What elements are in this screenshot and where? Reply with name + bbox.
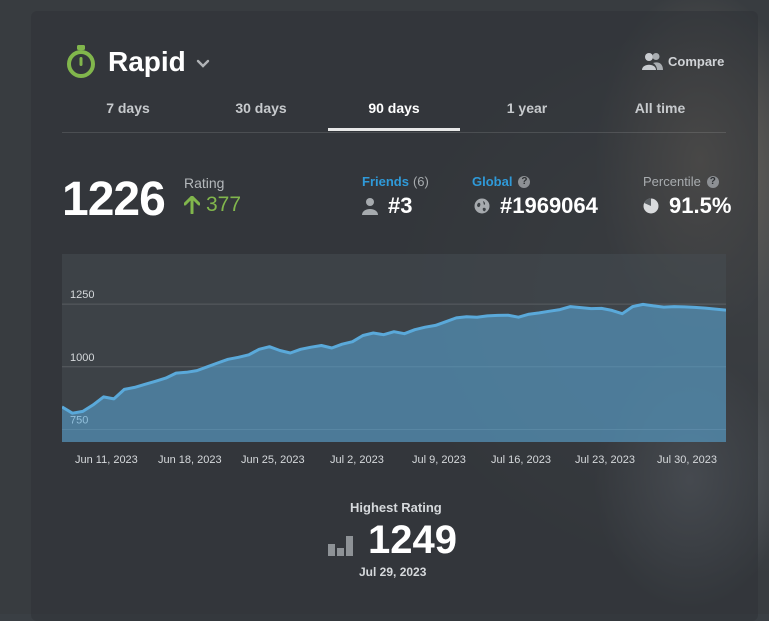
percentile: 91.5% xyxy=(643,193,731,219)
x-tick-label: Jun 25, 2023 xyxy=(241,454,305,466)
highest-rating-value: 1249 xyxy=(368,518,457,562)
rating-change-value: 377 xyxy=(206,193,242,216)
rating-chart-svg: 75010001250 xyxy=(61,254,727,442)
percentile-title: Percentile xyxy=(643,174,701,189)
help-icon[interactable]: ? xyxy=(706,175,719,188)
x-tick-label: Jul 9, 2023 xyxy=(412,454,466,466)
compare-button[interactable]: Compare xyxy=(641,52,724,70)
global-link[interactable]: Global xyxy=(472,174,513,189)
x-tick-label: Jun 11, 2023 xyxy=(75,454,138,466)
friends-count: (6) xyxy=(412,174,429,189)
time-range-tabs: 7 days 30 days 90 days 1 year All time xyxy=(62,90,726,133)
friends-rank-value: #3 xyxy=(388,193,413,218)
y-tick-label: 1000 xyxy=(70,352,94,364)
x-tick-label: Jun 18, 2023 xyxy=(158,454,222,466)
rating-label: Rating xyxy=(184,175,225,191)
highest-rating-label: Highest Rating xyxy=(350,500,442,515)
user-icon xyxy=(362,198,378,215)
current-rating: 1226 xyxy=(62,173,166,226)
friends-rank: #3 xyxy=(362,193,412,219)
highest-rating-date: Jul 29, 2023 xyxy=(359,565,427,579)
arrow-up-icon xyxy=(184,196,200,214)
chevron-down-icon xyxy=(196,59,209,68)
percentile-value: 91.5% xyxy=(669,193,732,218)
x-tick-label: Jul 16, 2023 xyxy=(491,454,551,466)
tab-7-days[interactable]: 7 days xyxy=(106,100,150,116)
game-type-title: Rapid xyxy=(108,46,186,77)
highest-rating: 1249 xyxy=(328,518,457,563)
y-tick-label: 1250 xyxy=(70,289,94,301)
x-tick-label: Jul 30, 2023 xyxy=(657,454,717,466)
rating-area xyxy=(62,304,726,442)
tab-all-time[interactable]: All time xyxy=(634,100,686,116)
x-tick-label: Jul 23, 2023 xyxy=(575,454,635,466)
rating-change: 377 xyxy=(184,193,241,217)
rating-line xyxy=(61,302,727,415)
global-rank-value: #1969064 xyxy=(500,193,598,218)
help-icon[interactable]: ? xyxy=(518,175,531,188)
users-icon xyxy=(642,53,663,70)
pie-icon xyxy=(643,198,659,214)
game-type-selector[interactable]: Rapid xyxy=(66,42,210,82)
compare-label: Compare xyxy=(668,53,725,69)
friends-link[interactable]: Friends xyxy=(362,174,409,189)
rating-chart: 75010001250 xyxy=(61,254,727,442)
globe-icon xyxy=(474,198,490,214)
friends-label[interactable]: Friends (6) xyxy=(362,174,429,189)
percentile-label: Percentile ? xyxy=(643,174,719,189)
tab-90-days[interactable]: 90 days xyxy=(328,90,460,131)
stopwatch-icon xyxy=(67,45,95,78)
global-label: Global ? xyxy=(472,174,531,189)
tab-30-days[interactable]: 30 days xyxy=(235,100,287,116)
global-rank: #1969064 xyxy=(474,193,598,219)
x-tick-label: Jul 2, 2023 xyxy=(330,454,384,466)
bar-chart-icon xyxy=(328,535,353,556)
tab-1-year[interactable]: 1 year xyxy=(506,100,548,116)
